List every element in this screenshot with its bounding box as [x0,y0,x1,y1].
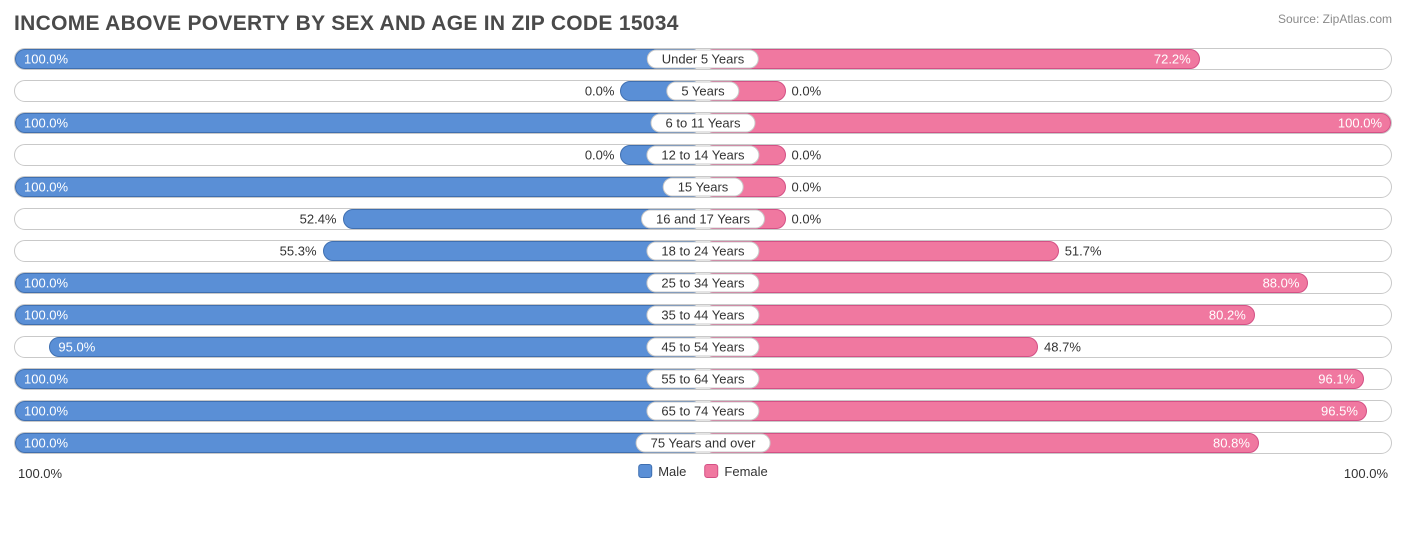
data-row: 95.0% 48.7% 45 to 54 Years [14,336,1392,358]
legend: Male Female [638,464,768,479]
female-bar: 100.0% [703,113,1391,133]
data-row: 100.0% 80.8% 75 Years and over [14,432,1392,454]
male-bar: 100.0% [15,113,703,133]
male-bar: 100.0% [15,177,703,197]
female-bar: 80.8% [703,433,1259,453]
data-row: 52.4% 0.0% 16 and 17 Years [14,208,1392,230]
data-row: 100.0% 100.0% 6 to 11 Years [14,112,1392,134]
male-bar: 100.0% [15,49,703,69]
male-bar: 100.0% [15,273,703,293]
female-bar: 96.5% [703,401,1367,421]
axis-left-label: 100.0% [18,466,62,481]
category-label: 35 to 44 Years [646,306,759,325]
category-label: 55 to 64 Years [646,370,759,389]
data-row: 0.0% 0.0% 12 to 14 Years [14,144,1392,166]
female-value: 0.0% [792,180,822,195]
header: INCOME ABOVE POVERTY BY SEX AND AGE IN Z… [14,12,1392,36]
male-value: 100.0% [24,372,68,387]
category-label: 16 and 17 Years [641,210,765,229]
data-row: 100.0% 72.2% Under 5 Years [14,48,1392,70]
female-value: 96.5% [1321,404,1358,419]
female-value: 0.0% [792,148,822,163]
data-row: 55.3% 51.7% 18 to 24 Years [14,240,1392,262]
category-label: Under 5 Years [647,50,759,69]
male-bar: 100.0% [15,433,703,453]
male-bar: 100.0% [15,401,703,421]
axis-right-label: 100.0% [1344,466,1388,481]
category-label: 6 to 11 Years [651,114,756,133]
male-value: 100.0% [24,52,68,67]
male-bar: 100.0% [15,369,703,389]
category-label: 65 to 74 Years [646,402,759,421]
male-value: 100.0% [24,308,68,323]
male-value: 100.0% [24,116,68,131]
male-bar: 100.0% [15,305,703,325]
legend-male-label: Male [658,464,686,479]
female-value: 80.2% [1209,308,1246,323]
category-label: 75 Years and over [636,434,771,453]
chart-container: INCOME ABOVE POVERTY BY SEX AND AGE IN Z… [0,0,1406,490]
source-attribution: Source: ZipAtlas.com [1278,12,1392,26]
category-label: 25 to 34 Years [646,274,759,293]
male-value: 100.0% [24,436,68,451]
data-row: 0.0% 0.0% 5 Years [14,80,1392,102]
male-value: 100.0% [24,180,68,195]
legend-male: Male [638,464,686,479]
female-value: 88.0% [1263,276,1300,291]
category-label: 18 to 24 Years [646,242,759,261]
chart-footer: 100.0% 100.0% Male Female [14,464,1392,484]
category-label: 5 Years [666,82,739,101]
data-row: 100.0% 96.1% 55 to 64 Years [14,368,1392,390]
legend-female-label: Female [724,464,767,479]
male-value: 0.0% [585,148,615,163]
female-bar: 88.0% [703,273,1308,293]
male-bar: 95.0% [49,337,703,357]
chart-rows: 100.0% 72.2% Under 5 Years 0.0% 0.0% 5 Years 1… [14,48,1392,454]
female-bar: 72.2% [703,49,1200,69]
female-value: 0.0% [792,84,822,99]
male-value: 52.4% [300,212,337,227]
data-row: 100.0% 96.5% 65 to 74 Years [14,400,1392,422]
male-value: 0.0% [585,84,615,99]
female-bar: 80.2% [703,305,1255,325]
male-value: 100.0% [24,276,68,291]
female-bar: 96.1% [703,369,1364,389]
female-value: 72.2% [1154,52,1191,67]
male-swatch-icon [638,464,652,478]
female-value: 96.1% [1318,372,1355,387]
category-label: 45 to 54 Years [646,338,759,357]
female-value: 0.0% [792,212,822,227]
female-swatch-icon [704,464,718,478]
data-row: 100.0% 0.0% 15 Years [14,176,1392,198]
male-value: 95.0% [58,340,95,355]
female-value: 80.8% [1213,436,1250,451]
legend-female: Female [704,464,767,479]
data-row: 100.0% 88.0% 25 to 34 Years [14,272,1392,294]
female-value: 48.7% [1044,340,1081,355]
category-label: 12 to 14 Years [646,146,759,165]
data-row: 100.0% 80.2% 35 to 44 Years [14,304,1392,326]
male-value: 55.3% [280,244,317,259]
male-value: 100.0% [24,404,68,419]
category-label: 15 Years [663,178,744,197]
female-value: 51.7% [1065,244,1102,259]
chart-title: INCOME ABOVE POVERTY BY SEX AND AGE IN Z… [14,12,679,36]
female-value: 100.0% [1338,116,1382,131]
